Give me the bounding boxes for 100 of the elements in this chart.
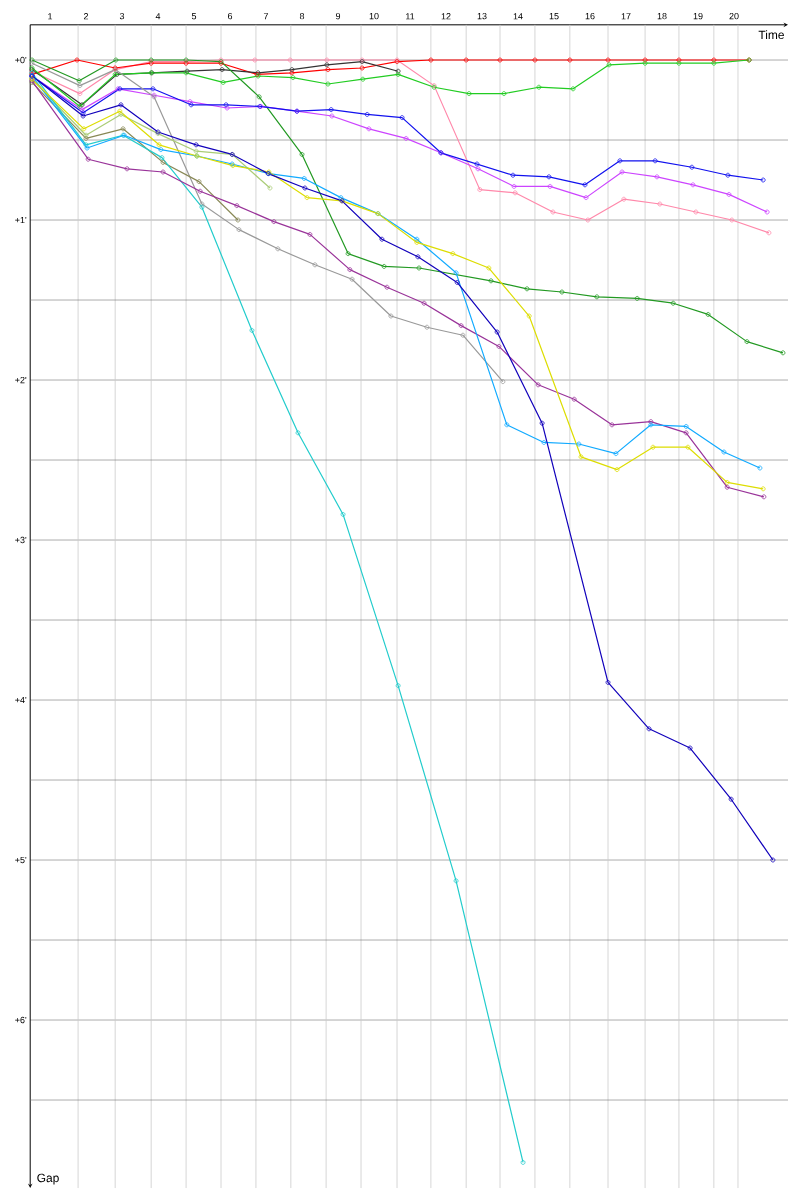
point	[295, 430, 301, 436]
point	[196, 179, 202, 185]
point	[605, 680, 611, 685]
point	[395, 72, 401, 77]
point	[524, 286, 530, 292]
point	[76, 78, 82, 84]
point	[683, 424, 689, 429]
point	[619, 169, 625, 175]
x-tick-label: 16	[585, 12, 595, 20]
x-axis-title: Time	[758, 30, 784, 40]
point	[511, 184, 517, 189]
point	[729, 217, 735, 223]
x-tick-label: 3	[119, 12, 125, 20]
y-tick-label: +4'	[15, 696, 27, 704]
x-tick-label: 10	[369, 12, 379, 20]
point	[324, 57, 330, 63]
point	[158, 147, 164, 153]
point	[414, 240, 420, 245]
point	[450, 251, 456, 257]
point	[325, 81, 331, 87]
point	[725, 172, 731, 178]
x-tick-label: 7	[263, 13, 269, 20]
point	[657, 201, 663, 207]
point	[345, 251, 351, 257]
x-tick-label: 8	[299, 12, 305, 20]
point	[302, 185, 308, 191]
point	[399, 115, 405, 121]
point	[118, 102, 124, 108]
point	[159, 155, 165, 161]
y-tick-label: +3'	[15, 536, 27, 544]
point	[349, 276, 355, 282]
point	[559, 289, 565, 295]
point	[488, 278, 494, 284]
point	[366, 126, 372, 132]
x-tick-label: 17	[621, 13, 631, 20]
point	[582, 182, 588, 188]
point	[220, 80, 226, 85]
point	[583, 195, 589, 201]
x-tick-label: 18	[657, 12, 667, 20]
point	[687, 745, 693, 751]
point	[360, 76, 366, 82]
point	[650, 444, 656, 450]
x-tick-label: 9	[335, 12, 341, 20]
point	[475, 166, 481, 172]
point	[395, 683, 401, 689]
point	[124, 166, 130, 172]
point	[290, 75, 296, 81]
point	[683, 430, 689, 436]
point	[693, 209, 699, 215]
point	[381, 264, 387, 269]
point	[494, 329, 500, 335]
y-tick-label: +0'	[15, 56, 27, 64]
point	[458, 323, 464, 329]
point	[328, 107, 334, 113]
point	[634, 296, 640, 301]
point	[236, 227, 242, 233]
point	[594, 294, 600, 300]
point	[690, 182, 696, 188]
point	[388, 313, 394, 319]
point	[606, 62, 612, 68]
point	[532, 57, 538, 63]
point	[571, 396, 577, 402]
x-tick-label: 12	[441, 13, 451, 20]
point	[685, 444, 691, 450]
point	[193, 148, 199, 154]
point	[501, 91, 507, 97]
point	[504, 422, 510, 428]
point	[347, 267, 353, 273]
point	[614, 467, 620, 473]
point	[188, 102, 194, 108]
point	[535, 382, 541, 388]
y-tick-label: +5'	[15, 856, 27, 864]
point	[541, 440, 547, 445]
point	[526, 313, 532, 319]
point	[252, 57, 258, 63]
point	[156, 142, 162, 148]
x-tick-label: 5	[191, 13, 197, 20]
point	[359, 65, 365, 71]
point	[486, 265, 492, 271]
point	[340, 512, 346, 517]
point	[477, 187, 483, 193]
x-tick-label: 1	[48, 13, 53, 20]
x-tick-label: 13	[477, 12, 487, 20]
y-axis-title: Gap	[37, 1173, 59, 1185]
point	[550, 209, 556, 215]
point	[536, 84, 542, 90]
point	[728, 796, 734, 802]
point	[496, 344, 502, 349]
x-tick-label: 11	[406, 13, 415, 20]
x-tick-label: 4	[155, 13, 161, 20]
point	[724, 484, 730, 490]
point	[289, 70, 295, 76]
point	[547, 184, 553, 189]
point	[453, 878, 459, 884]
point	[724, 480, 730, 485]
x-tick-label: 19	[693, 12, 703, 20]
point	[329, 113, 335, 119]
point	[670, 300, 676, 306]
x-tick-label: 14	[513, 13, 523, 20]
point	[578, 454, 584, 460]
